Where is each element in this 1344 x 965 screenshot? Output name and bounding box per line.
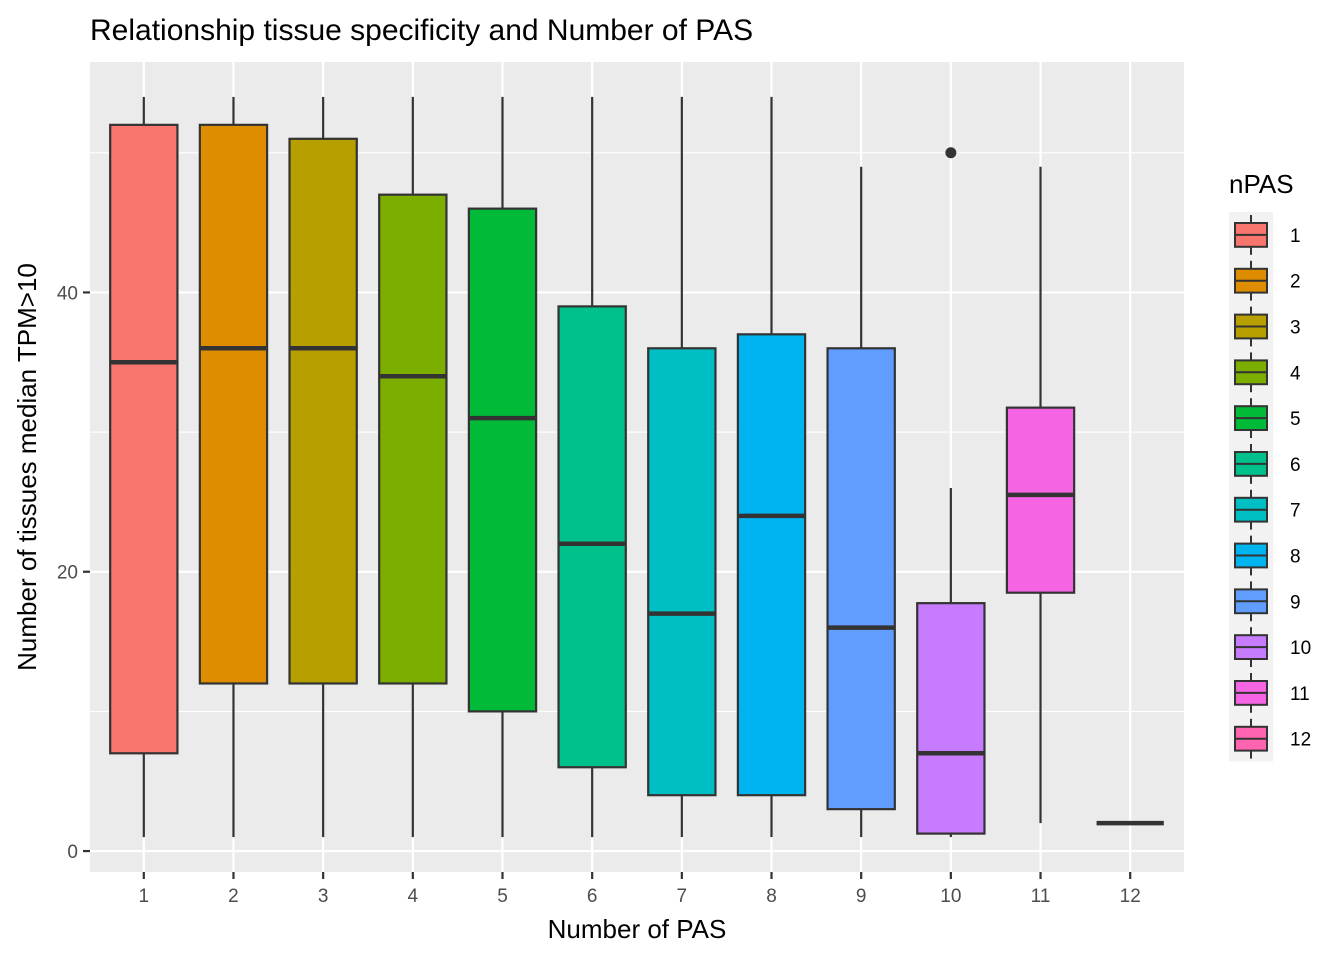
x-tick-label: 8 xyxy=(766,886,777,907)
chart-title: Relationship tissue specificity and Numb… xyxy=(90,14,753,47)
box xyxy=(736,333,807,797)
legend-label: 9 xyxy=(1290,592,1301,613)
box-group-7 xyxy=(647,96,717,838)
legend-title: nPAS xyxy=(1229,169,1294,199)
legend-label: 10 xyxy=(1290,638,1311,659)
box xyxy=(557,305,627,769)
box xyxy=(288,137,358,685)
legend-item-5: 5 xyxy=(1229,395,1301,441)
legend-item-4: 4 xyxy=(1229,349,1301,396)
legend-item-2: 2 xyxy=(1229,257,1301,304)
legend-item-3: 3 xyxy=(1229,303,1301,350)
x-tick-label: 1 xyxy=(139,886,150,907)
x-tick-label: 9 xyxy=(856,886,867,907)
outlier-point xyxy=(945,147,957,159)
legend-item-8: 8 xyxy=(1229,532,1301,579)
x-tick-label: 2 xyxy=(228,886,239,907)
x-tick-label: 3 xyxy=(318,886,329,907)
box xyxy=(198,123,269,685)
legend-item-10: 10 xyxy=(1229,624,1311,670)
box-group-5 xyxy=(467,96,538,838)
legend-item-1: 1 xyxy=(1229,212,1301,258)
x-tick-label: 5 xyxy=(497,886,508,907)
legend-label: 4 xyxy=(1290,363,1301,384)
legend-label: 6 xyxy=(1290,455,1301,476)
box xyxy=(467,207,538,713)
box-group-3 xyxy=(288,96,358,838)
x-axis: 1 2 3 4 5 6 7 8 9 10 11 12 xyxy=(139,872,1141,907)
box xyxy=(647,347,717,797)
y-tick-label: 20 xyxy=(57,563,78,584)
legend-item-9: 9 xyxy=(1229,578,1301,625)
box xyxy=(826,347,896,811)
box-group-8 xyxy=(736,96,807,838)
box xyxy=(916,602,986,835)
legend-label: 11 xyxy=(1290,684,1310,705)
box-group-10 xyxy=(916,147,986,838)
box xyxy=(378,193,448,685)
box xyxy=(1005,406,1076,594)
box-group-6 xyxy=(557,96,627,838)
legend-item-6: 6 xyxy=(1229,441,1301,487)
legend-label: 8 xyxy=(1290,547,1301,568)
x-tick-label: 12 xyxy=(1120,886,1141,907)
box-group-2 xyxy=(198,96,269,838)
boxes xyxy=(109,96,1164,838)
x-tick-label: 11 xyxy=(1031,886,1051,907)
box-group-9 xyxy=(826,166,896,838)
legend-label: 5 xyxy=(1290,409,1301,430)
x-axis-label: Number of PAS xyxy=(548,914,727,944)
x-tick-label: 6 xyxy=(587,886,598,907)
x-tick-label: 7 xyxy=(677,886,688,907)
y-tick-label: 40 xyxy=(57,283,78,304)
legend-label: 2 xyxy=(1290,272,1301,293)
x-tick-label: 10 xyxy=(940,886,961,907)
legend-label: 12 xyxy=(1290,730,1311,751)
legend-item-11: 11 xyxy=(1229,670,1310,716)
box-group-11 xyxy=(1005,166,1076,824)
box-group-4 xyxy=(378,96,448,838)
legend-item-7: 7 xyxy=(1229,486,1301,533)
y-axis: 0 20 40 xyxy=(57,283,90,863)
y-axis-label: Number of tissues median TPM>10 xyxy=(12,263,42,671)
box-group-1 xyxy=(109,96,179,838)
y-tick-label: 0 xyxy=(67,842,78,863)
legend-item-12: 12 xyxy=(1229,715,1311,762)
legend-label: 7 xyxy=(1290,501,1301,522)
plot-panel xyxy=(90,62,1184,872)
legend-label: 3 xyxy=(1290,318,1301,339)
x-tick-label: 4 xyxy=(408,886,419,907)
grid-minor xyxy=(90,152,1184,712)
box xyxy=(109,123,179,755)
legend-label: 1 xyxy=(1290,226,1301,247)
